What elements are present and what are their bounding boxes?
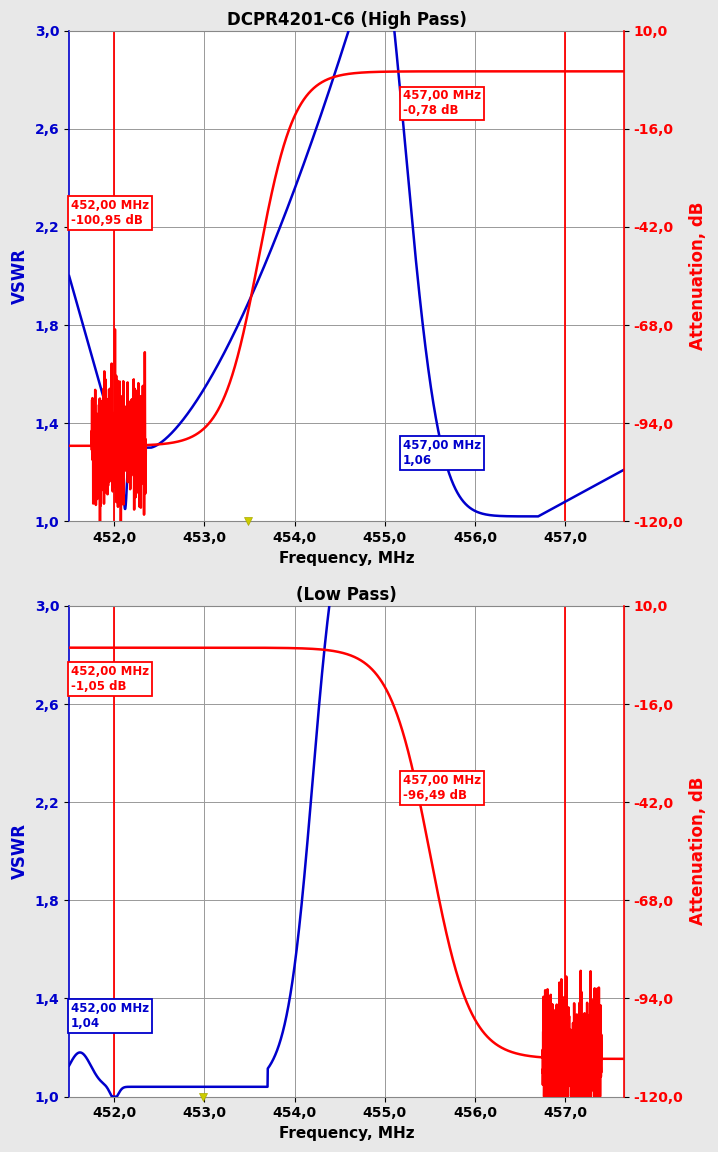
Text: 452,00 MHz
1,04: 452,00 MHz 1,04: [71, 1002, 149, 1030]
Y-axis label: VSWR: VSWR: [11, 824, 29, 879]
Text: 457,00 MHz
-0,78 dB: 457,00 MHz -0,78 dB: [403, 90, 481, 118]
Text: 457,00 MHz
-96,49 dB: 457,00 MHz -96,49 dB: [403, 774, 481, 802]
Text: 452,00 MHz
-1,05 dB: 452,00 MHz -1,05 dB: [71, 665, 149, 692]
Title: DCPR4201-C6 (High Pass): DCPR4201-C6 (High Pass): [227, 12, 467, 29]
Y-axis label: Attenuation, dB: Attenuation, dB: [689, 202, 707, 350]
Y-axis label: VSWR: VSWR: [11, 248, 29, 304]
Text: 452,00 MHz
-100,95 dB: 452,00 MHz -100,95 dB: [71, 199, 149, 227]
X-axis label: Frequency, MHz: Frequency, MHz: [279, 1126, 414, 1140]
Text: 457,00 MHz
1,06: 457,00 MHz 1,06: [403, 439, 481, 468]
X-axis label: Frequency, MHz: Frequency, MHz: [279, 551, 414, 566]
Y-axis label: Attenuation, dB: Attenuation, dB: [689, 778, 707, 925]
Title: (Low Pass): (Low Pass): [296, 586, 397, 605]
